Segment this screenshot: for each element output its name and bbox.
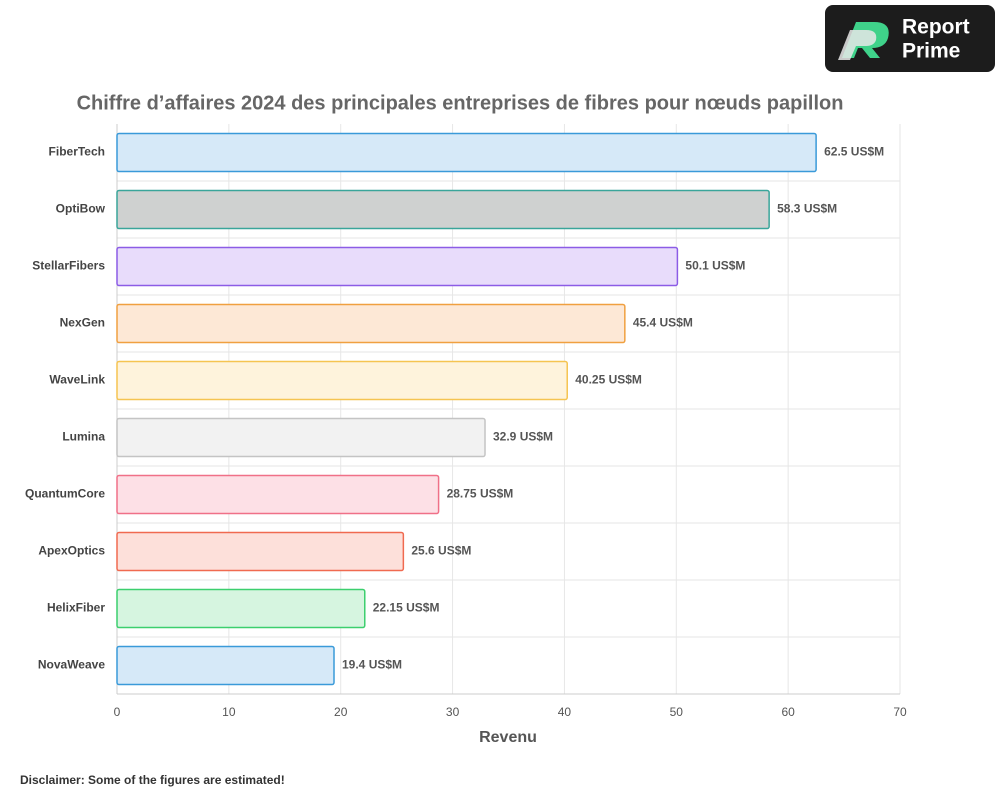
- value-label: 19.4 US$M: [342, 658, 402, 672]
- logo-text: Prime: [902, 40, 960, 63]
- logo-icon-front: [838, 30, 877, 60]
- value-label: 32.9 US$M: [493, 430, 553, 444]
- x-tick-label: 60: [781, 705, 795, 719]
- y-tick-label: NexGen: [60, 316, 105, 330]
- bar: [116, 360, 568, 401]
- y-tick-label: FiberTech: [49, 145, 105, 159]
- logo-badge: [825, 5, 995, 72]
- y-tick-label: HelixFiber: [47, 601, 105, 615]
- y-tick-label: OptiBow: [56, 202, 106, 216]
- logo-text: Report: [902, 16, 970, 39]
- bar: [116, 246, 679, 287]
- bar: [116, 132, 817, 173]
- value-label: 40.25 US$M: [575, 373, 642, 387]
- x-tick-label: 50: [670, 705, 684, 719]
- y-tick-label: ApexOptics: [38, 544, 105, 558]
- disclaimer: Disclaimer: Some of the figures are esti…: [20, 773, 285, 787]
- value-label: 25.6 US$M: [411, 544, 471, 558]
- x-tick-label: 70: [893, 705, 907, 719]
- value-label: 28.75 US$M: [447, 487, 514, 501]
- bar: [116, 588, 366, 629]
- bar: [116, 417, 486, 458]
- y-tick-label: WaveLink: [49, 373, 105, 387]
- bar: [116, 531, 405, 572]
- value-label: 58.3 US$M: [777, 202, 837, 216]
- value-label: 22.15 US$M: [373, 601, 440, 615]
- bar: [116, 645, 335, 686]
- y-tick-label: Lumina: [62, 430, 105, 444]
- bar: [116, 474, 440, 515]
- bar: [116, 189, 770, 230]
- x-tick-label: 20: [334, 705, 348, 719]
- y-tick-label: NovaWeave: [38, 658, 105, 672]
- x-tick-label: 0: [114, 705, 121, 719]
- x-tick-label: 40: [558, 705, 572, 719]
- x-axis-label: Revenu: [479, 729, 537, 746]
- value-label: 45.4 US$M: [633, 316, 693, 330]
- chart-title: Chiffre d’affaires 2024 des principales …: [77, 92, 844, 114]
- x-tick-label: 30: [446, 705, 460, 719]
- value-label: 50.1 US$M: [685, 259, 745, 273]
- y-tick-label: QuantumCore: [25, 487, 105, 501]
- value-label: 62.5 US$M: [824, 145, 884, 159]
- y-tick-label: StellarFibers: [32, 259, 105, 273]
- x-tick-label: 10: [222, 705, 236, 719]
- bar: [116, 303, 626, 344]
